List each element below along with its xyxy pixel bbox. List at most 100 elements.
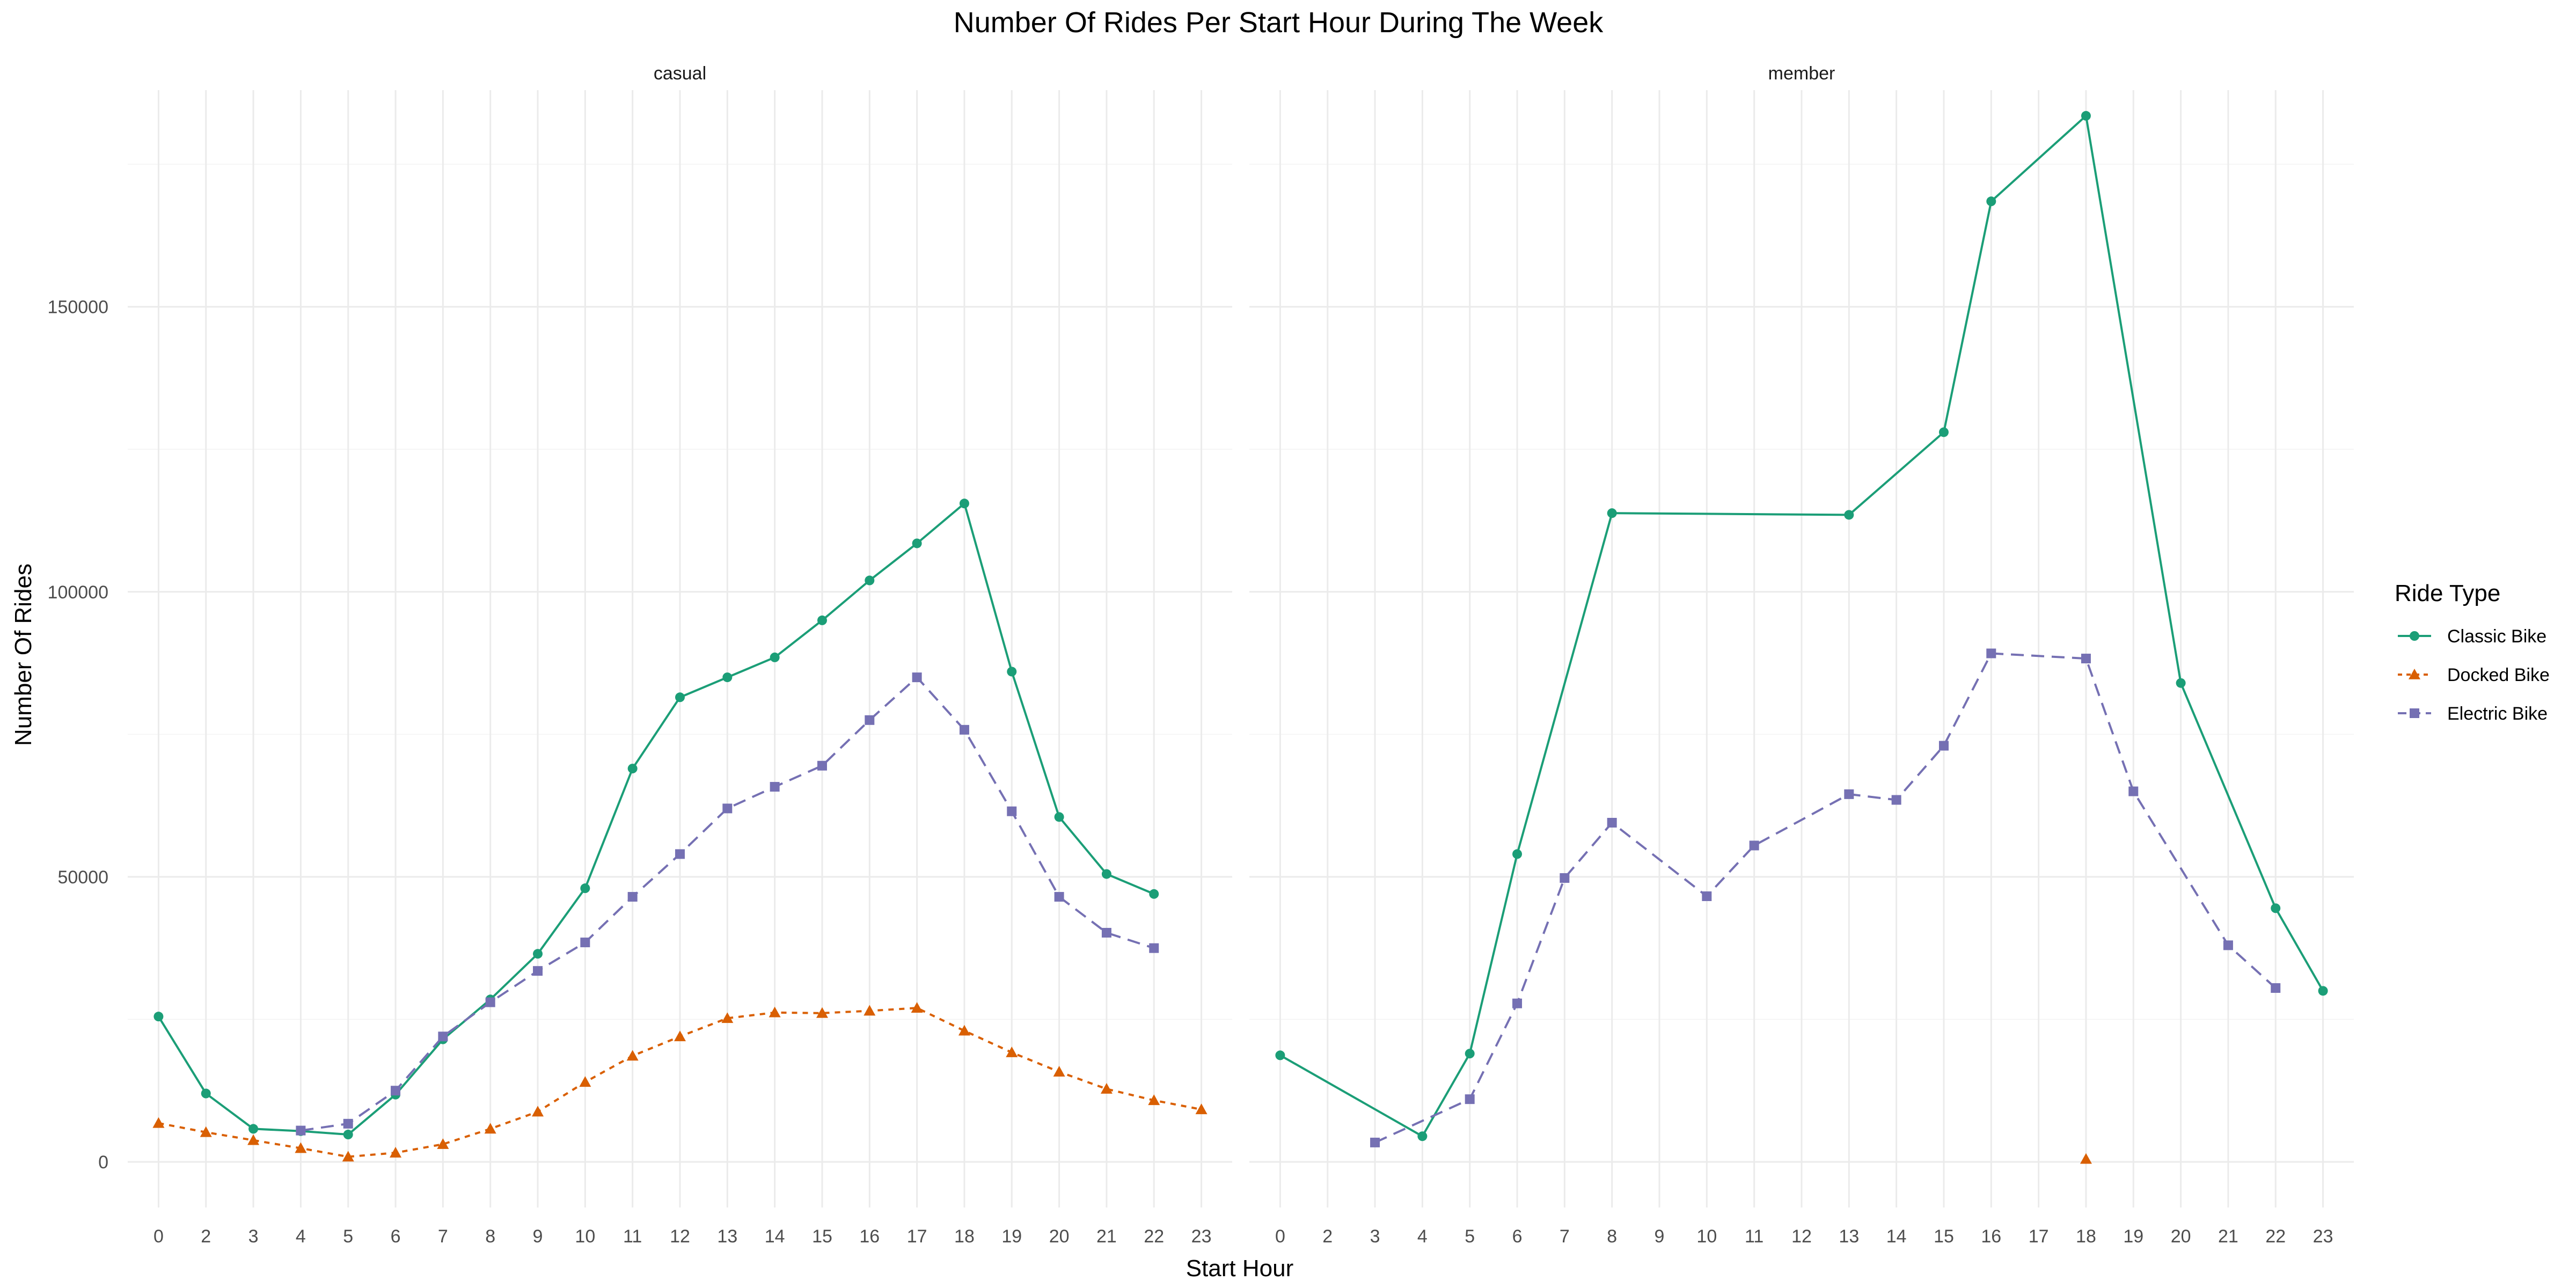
legend-item-classic-bike: Classic Bike [2398, 626, 2546, 647]
data-point [722, 803, 733, 814]
x-tick-label: 4 [1417, 1226, 1428, 1247]
x-tick-label: 10 [1696, 1226, 1717, 1247]
data-point [2128, 786, 2139, 796]
x-tick-label: 5 [343, 1226, 353, 1247]
data-point [816, 1007, 828, 1018]
facet-label-casual: casual [654, 63, 706, 84]
data-point [2271, 983, 2281, 993]
x-tick-label: 11 [623, 1226, 642, 1247]
data-point [770, 652, 780, 662]
data-point [153, 1012, 164, 1022]
data-point [1007, 806, 1017, 816]
data-point [1054, 892, 1064, 902]
y-tick-label: 0 [98, 1152, 108, 1173]
data-point [721, 1012, 734, 1023]
legend-key-marker [2409, 669, 2420, 679]
series-member-docked-bike [2080, 1153, 2092, 1164]
data-point [1986, 648, 1996, 658]
data-point [1749, 840, 1759, 851]
data-point [1149, 889, 1159, 899]
data-point [1512, 849, 1523, 859]
x-tick-label: 12 [1791, 1226, 1812, 1247]
data-point [769, 1006, 781, 1018]
x-tick-label: 18 [2076, 1226, 2096, 1247]
y-tick-label: 150000 [48, 297, 108, 318]
data-point [1053, 1066, 1065, 1077]
data-point [674, 1030, 686, 1042]
x-tick-label: 23 [1191, 1226, 1212, 1247]
data-point [1370, 1137, 1380, 1147]
legend-item-electric-bike: Electric Bike [2398, 704, 2548, 724]
data-point [391, 1086, 401, 1096]
data-point [390, 1147, 402, 1158]
x-tick-label: 22 [2265, 1226, 2286, 1247]
data-point [1844, 789, 1854, 799]
data-point [296, 1125, 306, 1136]
x-tick-label: 2 [201, 1226, 211, 1247]
data-point [627, 764, 638, 774]
data-point [817, 615, 827, 625]
legend-label: Docked Bike [2447, 665, 2550, 685]
x-axis-title: Start Hour [1186, 1255, 1294, 1282]
x-tick-label: 2 [1322, 1226, 1333, 1247]
data-point [911, 1002, 923, 1013]
data-point [959, 499, 969, 509]
data-point [1101, 869, 1111, 879]
y-axis-title: Number Of Rides [10, 564, 36, 746]
data-point [1006, 1046, 1018, 1057]
x-tick-label: 10 [575, 1226, 595, 1247]
data-point [1417, 1131, 1428, 1141]
panel-member: 0 2 3 4 5 6 7 8 9 10 11 12 13 14 15 16 17 18 19 20 21 22 23mem… [1249, 63, 2354, 1247]
data-point [580, 883, 590, 894]
x-tick-label: 7 [1560, 1226, 1570, 1247]
x-tick-label: 6 [1512, 1226, 1523, 1247]
chart-title: Number Of Rides Per Start Hour During Th… [954, 6, 1604, 39]
data-point [1938, 741, 1949, 751]
x-tick-label: 17 [907, 1226, 927, 1247]
data-point [2176, 678, 2186, 688]
legend-label: Classic Bike [2447, 626, 2546, 647]
data-point [770, 782, 780, 792]
series-line [1279, 113, 2324, 1138]
series-line [157, 501, 1155, 1136]
x-tick-label: 4 [296, 1226, 306, 1247]
data-point [1054, 812, 1064, 822]
data-point [1465, 1049, 1475, 1059]
x-tick-label: 19 [1001, 1226, 1022, 1247]
data-point [1512, 998, 1523, 1008]
data-point [912, 538, 922, 548]
data-point [533, 966, 543, 976]
data-point [1100, 1083, 1113, 1094]
x-tick-label: 7 [438, 1226, 448, 1247]
data-point [1275, 1050, 1285, 1060]
data-point [2081, 654, 2091, 664]
x-tick-label: 3 [1370, 1226, 1380, 1247]
data-point [532, 1106, 544, 1117]
series-member-electric-bike [1370, 648, 2281, 1147]
facet-label-member: member [1768, 63, 1835, 84]
data-point [343, 1118, 353, 1129]
legend-title: Ride Type [2395, 580, 2500, 606]
x-tick-label: 18 [954, 1226, 975, 1247]
data-point [865, 715, 875, 725]
data-point [2081, 111, 2091, 121]
y-tick-label: 100000 [48, 582, 108, 603]
x-tick-label: 17 [2029, 1226, 2049, 1247]
panel-casual: 0 2 3 4 5 6 7 8 9 10 11 12 13 14 15 16 17 18 19 20 21 22 23cas… [128, 63, 1232, 1247]
x-tick-label: 23 [2313, 1226, 2333, 1247]
x-tick-label: 21 [2218, 1226, 2238, 1247]
data-point [1195, 1103, 1208, 1115]
x-tick-label: 11 [1745, 1226, 1763, 1247]
data-point [579, 1076, 591, 1087]
x-tick-label: 0 [153, 1226, 164, 1247]
data-point [1844, 510, 1854, 520]
x-tick-label: 13 [717, 1226, 737, 1247]
x-tick-label: 19 [2123, 1226, 2143, 1247]
data-point [248, 1124, 259, 1134]
data-point [2318, 986, 2328, 996]
x-tick-label: 12 [670, 1226, 690, 1247]
legend: Ride Type Classic Bike Docked Bike Electri… [2395, 580, 2550, 724]
x-tick-label: 9 [1655, 1226, 1665, 1247]
data-point [1986, 196, 1996, 207]
